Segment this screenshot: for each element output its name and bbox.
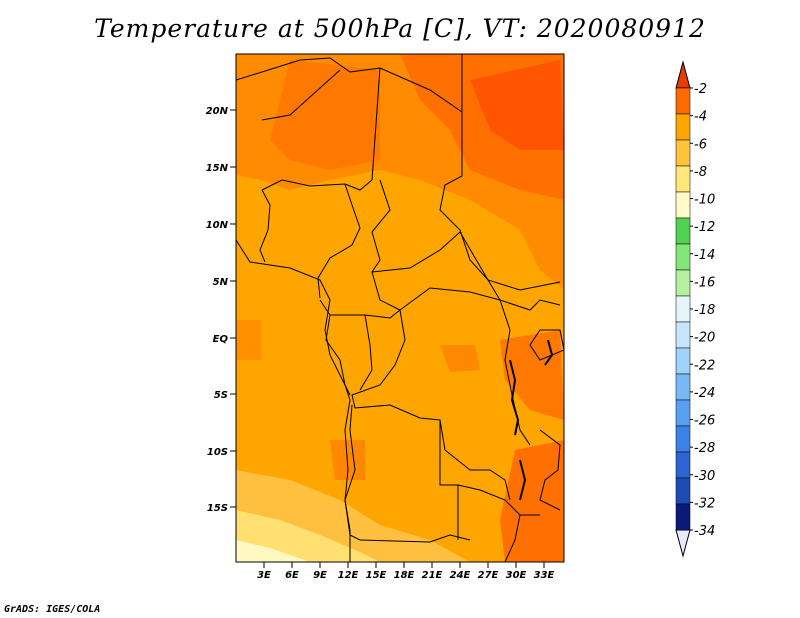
- colorbar-box: [675, 191, 691, 219]
- colorbar-box: [675, 243, 691, 271]
- lon-label: 33E: [534, 570, 555, 581]
- colorbar-label: -12: [694, 220, 715, 235]
- lat-label: 10N: [206, 220, 229, 231]
- field-band-coolest: [236, 540, 310, 562]
- colorbar-label: -4: [694, 110, 707, 125]
- colorbar-box: [675, 87, 691, 115]
- colorbar-box: [675, 347, 691, 375]
- lon-label: 6E: [285, 570, 299, 581]
- lat-label: 10S: [207, 447, 228, 458]
- colorbar-arrow-top: [675, 60, 691, 89]
- colorbar-box: [675, 451, 691, 479]
- lon-label: 18E: [394, 570, 415, 581]
- colorbar-box: [675, 217, 691, 245]
- colorbar-box: [675, 399, 691, 427]
- temperature-field: [236, 54, 564, 562]
- field-patch-1: [270, 60, 380, 170]
- colorbar-box: [675, 425, 691, 453]
- lat-label: 5S: [214, 390, 228, 401]
- lon-label: 21E: [422, 570, 443, 581]
- colorbar-label: -14: [694, 248, 715, 263]
- lon-label: 27E: [478, 570, 499, 581]
- lat-label: 20N: [206, 106, 229, 117]
- lon-label: 15E: [366, 570, 387, 581]
- lat-label: 5N: [213, 277, 229, 288]
- colorbar-label: -10: [694, 193, 715, 208]
- colorbar-box: [675, 139, 691, 167]
- colorbar-arrow-bottom: [675, 529, 691, 558]
- colorbar-box: [675, 269, 691, 297]
- colorbar-label: -32: [694, 496, 715, 511]
- lon-label: 30E: [506, 570, 527, 581]
- colorbar-label: -34: [694, 524, 715, 539]
- field-patch-4: [440, 345, 480, 372]
- field-patch-hot-ne: [470, 60, 564, 150]
- colorbar-label: -18: [694, 303, 715, 318]
- colorbar-box: [675, 373, 691, 401]
- lon-label: 12E: [338, 570, 359, 581]
- colorbar-label: -2: [694, 82, 707, 97]
- colorbar-label: -26: [694, 414, 715, 429]
- colorbar-label: -24: [694, 386, 715, 401]
- lat-label: 15N: [206, 163, 229, 174]
- borders: [236, 54, 564, 562]
- field-patch-se: [500, 440, 564, 562]
- lat-label: EQ: [213, 334, 229, 345]
- lon-label: 3E: [257, 570, 271, 581]
- colorbar-box: [675, 165, 691, 193]
- colorbar-box: [675, 321, 691, 349]
- chart-title: Temperature at 500hPa [C], VT: 202008091…: [94, 14, 706, 43]
- colorbar-label: -16: [694, 275, 715, 290]
- lat-label: 15S: [207, 503, 228, 514]
- colorbar-box: [675, 295, 691, 323]
- colorbar-label: -6: [694, 137, 707, 152]
- field-patch-3: [500, 330, 564, 420]
- latitude-axis: 20N 15N 10N 5N EQ 5S 10S 15S: [206, 106, 236, 514]
- map-frame: [235, 53, 565, 563]
- colorbar-box: [675, 113, 691, 141]
- lon-label: 24E: [450, 570, 471, 581]
- colorbar-box: [675, 477, 691, 505]
- colorbar: -2 -4 -6 -8 -10 -12 -14 -16 -18 -20 -22 -24 -26 -28 -3…: [675, 60, 715, 558]
- colorbar-box: [675, 503, 691, 531]
- grads-credit: GrADS: IGES/COLA: [4, 604, 101, 615]
- longitude-axis: 3E 6E 9E 12E 15E 18E 21E 24E 27E 30E 33E: [257, 562, 555, 581]
- colorbar-label: -22: [694, 358, 715, 373]
- lon-label: 9E: [313, 570, 327, 581]
- colorbar-label: -30: [694, 469, 715, 484]
- colorbar-label: -8: [694, 165, 707, 180]
- field-patch-6: [236, 320, 262, 360]
- colorbar-label: -20: [694, 331, 715, 346]
- colorbar-label: -28: [694, 441, 715, 456]
